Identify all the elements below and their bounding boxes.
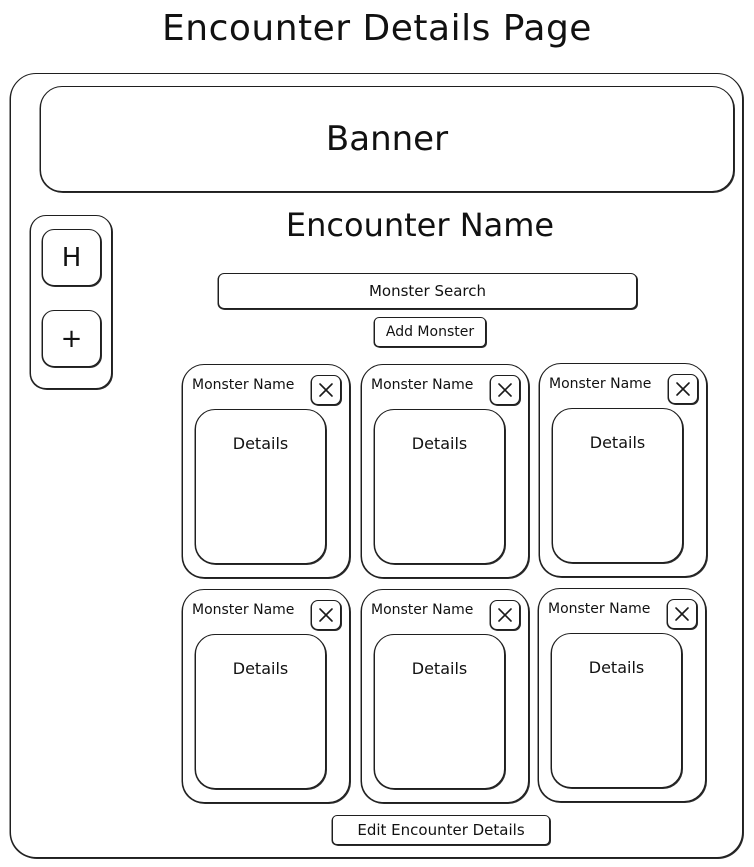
close-icon (676, 382, 690, 396)
monster-details-panel: Details (374, 409, 505, 564)
monster-name: Monster Name (549, 376, 652, 392)
monster-search-input[interactable] (218, 273, 637, 309)
monster-details-panel: Details (195, 409, 326, 564)
remove-monster-button[interactable] (311, 375, 341, 405)
add-monster-button[interactable]: Add Monster (374, 317, 486, 347)
monster-name: Monster Name (548, 601, 651, 617)
monster-name: Monster Name (192, 602, 295, 618)
remove-monster-button[interactable] (490, 600, 520, 630)
banner-label: Banner (325, 119, 449, 159)
monster-details-panel: Details (374, 634, 505, 789)
monster-details-panel: Details (552, 408, 683, 563)
monster-details-label: Details (589, 433, 646, 452)
edit-encounter-label: Edit Encounter Details (357, 821, 525, 839)
remove-monster-button[interactable] (311, 600, 341, 630)
monster-card: Monster Name Details (182, 589, 350, 803)
close-icon (498, 383, 512, 397)
monster-details-label: Details (411, 434, 468, 453)
monster-card: Monster Name Details (539, 363, 707, 577)
add-encounter-button[interactable]: + (42, 310, 101, 367)
monster-name: Monster Name (192, 377, 295, 393)
encounter-name: Encounter Name (285, 206, 555, 244)
plus-icon: + (60, 323, 83, 354)
edit-encounter-details-button[interactable]: Edit Encounter Details (332, 815, 550, 845)
banner: Banner (40, 86, 734, 192)
monster-card: Monster Name Details (361, 364, 529, 578)
sidebar: H + (30, 215, 112, 389)
page-title: Encounter Details Page (162, 8, 592, 49)
remove-monster-button[interactable] (490, 375, 520, 405)
close-icon (498, 608, 512, 622)
close-icon (319, 608, 333, 622)
home-icon: H (61, 242, 82, 273)
home-button[interactable]: H (42, 229, 101, 286)
monster-details-label: Details (411, 659, 468, 678)
monster-card: Monster Name Details (538, 588, 706, 802)
monster-details-label: Details (588, 658, 645, 677)
monster-name: Monster Name (371, 377, 474, 393)
add-monster-label: Add Monster (385, 324, 475, 340)
monster-details-label: Details (232, 434, 289, 453)
remove-monster-button[interactable] (667, 599, 697, 629)
monster-details-panel: Details (195, 634, 326, 789)
remove-monster-button[interactable] (668, 374, 698, 404)
close-icon (319, 383, 333, 397)
monster-details-label: Details (232, 659, 289, 678)
monster-card: Monster Name Details (182, 364, 350, 578)
monster-card: Monster Name Details (361, 589, 529, 803)
monster-details-panel: Details (551, 633, 682, 788)
monster-name: Monster Name (371, 602, 474, 618)
close-icon (675, 607, 689, 621)
